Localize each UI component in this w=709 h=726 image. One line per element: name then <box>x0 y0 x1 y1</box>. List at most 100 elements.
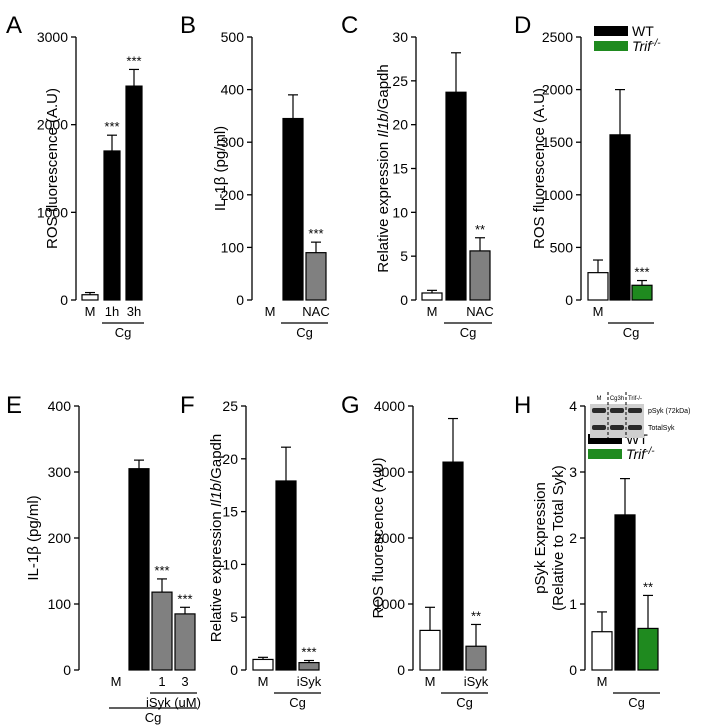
y-tick-label: 1000 <box>374 596 405 612</box>
y-tick-label: 5 <box>230 609 238 625</box>
x-tick-label: M <box>597 674 608 689</box>
y-tick-label: 4 <box>569 398 577 414</box>
x-tick-label: M <box>427 304 438 319</box>
bar <box>275 480 297 671</box>
y-tick-label: 25 <box>392 73 408 89</box>
blot-inset: M Cg3h Trif-/- pSyk (72kDa) TotalSyk <box>590 392 690 438</box>
x-tick-label: M <box>258 674 269 689</box>
panel-letter: G <box>341 392 360 419</box>
legend-label: Trif-/- <box>626 446 655 462</box>
bar <box>81 294 99 301</box>
panel-letter: F <box>180 392 195 419</box>
bar <box>419 629 441 671</box>
significance-label: ** <box>475 222 485 237</box>
x-tick-label: M <box>85 304 96 319</box>
y-axis-label-part: /Gapdh <box>208 434 225 483</box>
group-label: Cg <box>289 695 306 710</box>
blot-band <box>592 425 606 430</box>
y-axis-label-part: Relative expression <box>208 507 225 642</box>
legend-label-text: Trif <box>632 38 653 54</box>
group-label: iSyk (uM) <box>146 695 201 710</box>
bar <box>591 631 613 671</box>
y-tick-label: 0 <box>569 662 577 678</box>
bar <box>445 91 467 301</box>
y-axis-label-line2: (Relative to Total Syk) <box>550 465 567 611</box>
y-tick-label: 200 <box>221 187 245 203</box>
x-tick-label: M <box>265 304 276 319</box>
bar <box>469 250 491 301</box>
legend-label: Trif-/- <box>632 38 661 54</box>
bar <box>282 117 304 301</box>
legend-label-text: WT <box>632 23 654 39</box>
y-tick-label: 10 <box>222 556 238 572</box>
significance-label: ** <box>471 608 481 623</box>
x-tick-label: 1h <box>105 304 119 319</box>
panel-letter: B <box>180 12 196 39</box>
significance-label: *** <box>301 644 316 659</box>
y-tick-label: 400 <box>48 398 72 414</box>
blot-band <box>628 425 642 430</box>
y-tick-label: 15 <box>222 504 238 520</box>
blot-band-label: pSyk (72kDa) <box>648 408 690 415</box>
y-tick-label: 1500 <box>542 134 573 150</box>
panel-letter: D <box>514 12 531 39</box>
blot-band <box>610 425 624 430</box>
y-axis-label: Relative expression Il1b/Gapdh <box>375 64 392 272</box>
y-axis-label: ROS fluorescence (A.U) <box>44 88 61 249</box>
significance-label: *** <box>104 119 119 134</box>
y-axis-label-part: /Gapdh <box>375 64 392 113</box>
x-tick-label: NAC <box>466 304 493 319</box>
y-tick-label: 2000 <box>37 117 68 133</box>
significance-label: *** <box>177 591 192 606</box>
y-tick-label: 100 <box>221 239 245 255</box>
y-axis-label-part: Relative expression <box>375 138 392 273</box>
blot-band <box>592 408 606 413</box>
bar <box>252 658 274 671</box>
blot-band <box>628 408 642 413</box>
y-tick-label: 2 <box>569 530 577 546</box>
blot-band-label: TotalSyk <box>648 425 675 432</box>
y-axis-label: IL-1β (pg/ml) <box>212 126 229 211</box>
panel-letter: E <box>6 392 22 419</box>
y-tick-label: 25 <box>222 398 238 414</box>
legend-swatch <box>588 434 622 444</box>
group-label: Cg <box>628 695 645 710</box>
bar <box>465 645 487 671</box>
significance-label: *** <box>126 53 141 68</box>
panel-letter: C <box>341 12 358 39</box>
y-tick-label: 300 <box>48 464 72 480</box>
legend-swatch <box>594 41 628 51</box>
bar <box>305 252 327 301</box>
y-tick-label: 0 <box>236 292 244 308</box>
y-tick-label: 200 <box>48 530 72 546</box>
group-label: Cg <box>296 325 313 340</box>
significance-label: *** <box>154 563 169 578</box>
legend-swatch <box>588 449 622 459</box>
y-axis-label: pSyk Expression <box>532 482 549 594</box>
group-label: Cg <box>623 325 640 340</box>
y-tick-label: 1000 <box>542 187 573 203</box>
panel-letter: H <box>514 392 531 419</box>
y-tick-label: 0 <box>400 292 408 308</box>
legend-label: WT <box>632 23 654 39</box>
bar <box>128 468 150 671</box>
y-tick-label: 2000 <box>374 530 405 546</box>
y-tick-label: 2500 <box>542 29 573 45</box>
panel-b: B 0 100 200 300 400 500 IL-1β (pg/ml) M *** NAC Cg <box>180 12 330 340</box>
significance-label: ** <box>643 579 653 594</box>
y-tick-label: 5 <box>400 248 408 264</box>
bar <box>125 85 143 301</box>
group-label: Cg <box>460 325 477 340</box>
y-tick-label: 4000 <box>374 398 405 414</box>
y-tick-label: 100 <box>48 596 72 612</box>
y-tick-label: 500 <box>550 239 574 255</box>
bar <box>442 461 464 671</box>
bar <box>631 284 653 301</box>
y-tick-label: 0 <box>230 662 238 678</box>
x-tick-label: iSyk <box>297 674 322 689</box>
bar <box>174 613 196 671</box>
group-label: Cg <box>145 710 162 725</box>
y-tick-label: 10 <box>392 204 408 220</box>
panel-e: E 0 100 200 300 400 IL-1β (pg/ml) M *** 1 *** 3 iSyk… <box>6 392 201 725</box>
